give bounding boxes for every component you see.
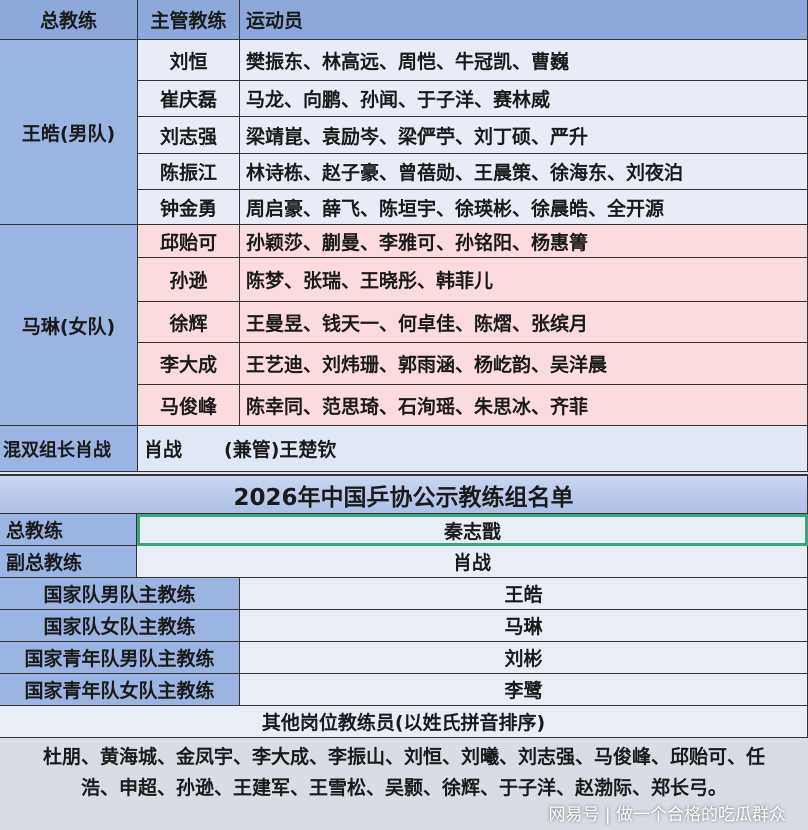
lead-coach: 孙逊 [138, 258, 240, 302]
players: 樊振东、林高远、周恺、牛冠凯、曹巍 [240, 40, 808, 81]
players: 孙颖莎、蒯曼、李雅可、孙铭阳、杨惠箐 [240, 225, 808, 258]
role-label: 国家青年队女队主教练 [0, 674, 240, 706]
lead-coach: 崔庆磊 [138, 81, 240, 117]
lead-coach: 徐辉 [138, 302, 240, 343]
players: 王曼昱、钱天一、何卓佳、陈熠、张缤月 [240, 302, 808, 343]
players: 陈幸同、范思琦、石洵瑶、朱思冰、齐菲 [240, 385, 808, 426]
header-players: 运动员 [240, 0, 808, 40]
role-value: 王皓 [240, 578, 808, 610]
players: 林诗栋、赵子豪、曾蓓勋、王晨策、徐海东、刘夜泊 [240, 154, 808, 190]
players: 马龙、向鹏、孙闻、于子洋、赛林威 [240, 81, 808, 117]
lead-coach: 钟金勇 [138, 190, 240, 225]
role-value: 马琳 [240, 610, 808, 642]
players: 周启豪、薛飞、陈垣宇、徐瑛彬、徐晨皓、全开源 [240, 190, 808, 225]
lead-coach: 邱贻可 [138, 225, 240, 258]
lead-coach: 陈振江 [138, 154, 240, 190]
others-list: 杜朋、黄海城、金凤宇、李大成、李振山、刘恒、刘曦、刘志强、马俊峰、邱贻可、任浩、… [0, 738, 808, 830]
mixed-note: (兼管)王楚钦 [224, 439, 337, 461]
players: 王艺迪、刘炜珊、郭雨涵、杨屹韵、吴洋晨 [240, 343, 808, 385]
women-head-coach: 马琳(女队) [0, 225, 138, 426]
lead-coach: 李大成 [138, 343, 240, 385]
role-label: 国家青年队男队主教练 [0, 642, 240, 674]
role-value: 秦志戬 [137, 514, 808, 546]
header-head-coach: 总教练 [0, 0, 138, 40]
players: 梁靖崑、袁励岑、梁俨苧、刘丁硕、严升 [240, 117, 808, 154]
lead-coach: 刘志强 [138, 117, 240, 154]
role-value: 肖战 [137, 546, 808, 578]
players: 陈梦、张瑞、王晓彤、韩菲儿 [240, 258, 808, 302]
mixed-coach: 肖战 [144, 439, 183, 461]
lead-coach: 马俊峰 [138, 385, 240, 426]
men-head-coach: 王皓(男队) [0, 40, 138, 225]
others-header: 其他岗位教练员(以姓氏拼音排序) [0, 706, 808, 738]
role-value: 李鹭 [240, 674, 808, 706]
role-label: 副总教练 [0, 546, 137, 578]
lead-coach: 刘恒 [138, 40, 240, 81]
bottom-title: 2026年中国乒协公示教练组名单 [0, 474, 808, 514]
watermark: 网易号 | 做一个合格的吃瓜群众 [548, 805, 786, 825]
role-label: 国家队男队主教练 [0, 578, 240, 610]
role-label: 国家队女队主教练 [0, 610, 240, 642]
mixed-row: 肖战 (兼管)王楚钦 [138, 426, 808, 472]
role-value: 刘彬 [240, 642, 808, 674]
mixed-head: 混双组长肖战 [0, 426, 138, 472]
role-label: 总教练 [0, 514, 137, 546]
header-lead-coach: 主管教练 [138, 0, 240, 40]
